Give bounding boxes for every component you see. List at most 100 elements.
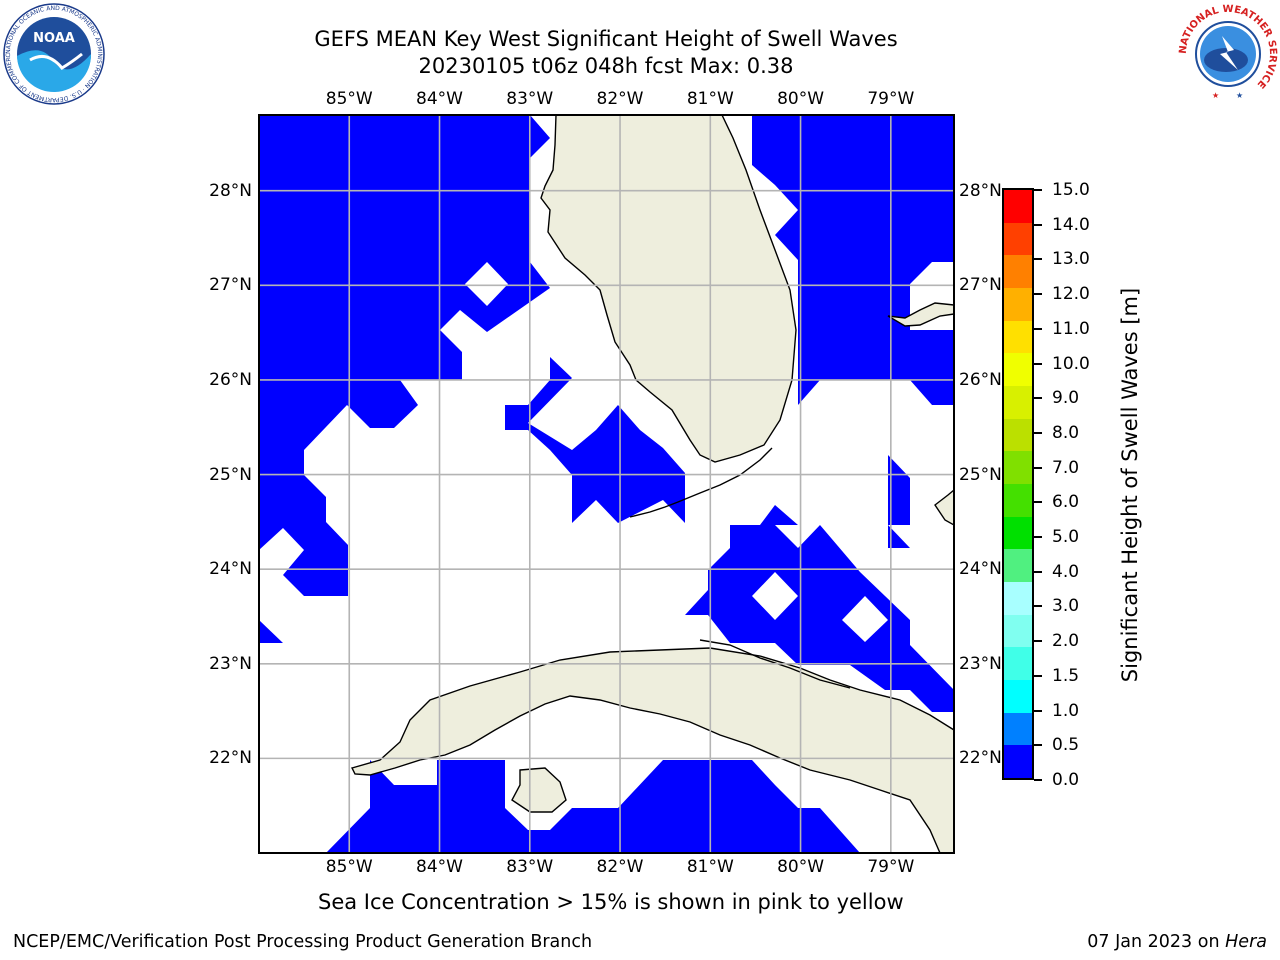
tick-top-label: 80°W	[777, 89, 825, 109]
wave-region	[465, 262, 508, 306]
colorbar-segment	[1004, 647, 1032, 680]
tick-top-label: 83°W	[506, 89, 554, 109]
wave-region	[259, 115, 550, 596]
swell-wave-field	[259, 115, 954, 853]
land-layer	[350, 115, 954, 853]
colorbar-segment	[1004, 614, 1032, 648]
colorbar-segment	[1004, 483, 1032, 517]
colorbar-segment	[1004, 418, 1032, 452]
wave-region	[685, 505, 954, 712]
tick-top-label: 81°W	[686, 89, 734, 109]
colorbar-segment	[1004, 549, 1032, 582]
tick-left-label: 25°N	[209, 464, 252, 485]
colorbar-tick-label: 1.0	[1052, 700, 1080, 721]
colorbar-tick-label: 6.0	[1052, 492, 1080, 513]
colorbar-tick-mark	[1034, 501, 1042, 504]
colorbar-tick-label: 10.0	[1052, 353, 1090, 374]
colorbar-tick-mark	[1034, 258, 1042, 261]
colorbar-tick-mark	[1034, 570, 1042, 573]
colorbar-tick-label: 13.0	[1052, 249, 1090, 270]
tick-top-label: 82°W	[596, 89, 644, 109]
colorbar-tick-mark	[1034, 293, 1042, 296]
colorbar-tick-mark	[1034, 744, 1042, 747]
colorbar-tick-mark	[1034, 466, 1042, 469]
tick-left-label: 28°N	[209, 180, 252, 201]
svg-text:★: ★	[1236, 91, 1243, 100]
tick-top-label: 84°W	[416, 89, 463, 109]
colorbar-segment	[1004, 189, 1032, 223]
tick-bottom-label: 85°W	[325, 857, 373, 877]
colorbar-tick-label: 12.0	[1052, 284, 1090, 305]
colorbar-tick-mark	[1034, 431, 1042, 434]
noaa-logo-text: NOAA	[33, 31, 75, 46]
colorbar-tick-label: 15.0	[1052, 180, 1090, 200]
colorbar-segment	[1004, 516, 1032, 550]
colorbar-tick-mark	[1034, 189, 1042, 191]
colorbar-tick-label: 7.0	[1052, 457, 1080, 478]
colorbar-tick-mark	[1034, 397, 1042, 400]
tick-bottom-label: 82°W	[596, 857, 644, 877]
colorbar-tick-label: 0.0	[1052, 770, 1080, 790]
colorbar-label: Significant Height of Swell Waves [m]	[1118, 287, 1142, 683]
tick-left-label: 22°N	[209, 748, 252, 769]
tick-bottom-label: 79°W	[867, 857, 915, 877]
colorbar-tick-mark	[1034, 709, 1042, 712]
colorbar-segment	[1004, 451, 1032, 484]
colorbar-tick-mark	[1034, 674, 1042, 677]
colorbar-segment	[1004, 712, 1032, 746]
grand-bahama	[887, 302, 954, 327]
sea-ice-note: Sea Ice Concentration > 15% is shown in …	[318, 890, 904, 914]
noaa-logo: NATIONAL OCEANIC AND ATMOSPHERIC ADMINIS…	[2, 2, 105, 105]
colorbar-segment	[1004, 255, 1032, 288]
tick-right-label: 24°N	[959, 559, 1002, 580]
colorbar-tick-label: 5.0	[1052, 527, 1080, 548]
tick-left-label: 26°N	[209, 369, 252, 390]
wave-region	[505, 357, 685, 523]
wave-region	[842, 596, 888, 642]
chart-subtitle: 20230105 t06z 048h fcst Max: 0.38	[418, 54, 794, 78]
tick-right-label: 28°N	[959, 180, 1002, 201]
colorbar-tick-label: 9.0	[1052, 388, 1080, 409]
tick-right-label: 27°N	[959, 275, 1002, 296]
tick-top-label: 79°W	[867, 89, 915, 109]
colorbar-tick-label: 1.5	[1052, 665, 1080, 686]
florida-peninsula	[540, 115, 797, 463]
colorbar-segment	[1004, 679, 1032, 713]
florida-keys	[629, 447, 773, 518]
tick-left-label: 27°N	[209, 275, 252, 296]
graticule	[259, 115, 954, 853]
footer-date: 07 Jan 2023 on Hera	[1087, 932, 1267, 952]
cuba	[350, 647, 954, 853]
colorbar-tick-mark	[1034, 362, 1042, 365]
tick-left-label: 23°N	[209, 653, 252, 674]
chart-title: GEFS MEAN Key West Significant Height of…	[314, 27, 898, 51]
colorbar-tick-mark	[1034, 536, 1042, 539]
colorbar	[1002, 188, 1034, 780]
tick-right-label: 22°N	[959, 748, 1002, 769]
isle-of-youth	[511, 767, 567, 813]
colorbar-segment	[1004, 745, 1032, 778]
wave-region	[326, 760, 860, 853]
nws-logo: NATIONAL WEATHER SERVICE ★ ★	[1178, 4, 1278, 104]
svg-text:★: ★	[1212, 91, 1219, 100]
colorbar-tick-mark	[1034, 779, 1042, 781]
colorbar-segment	[1004, 385, 1032, 419]
tick-bottom-label: 84°W	[416, 857, 463, 877]
tick-left-label: 24°N	[209, 559, 252, 580]
colorbar-tick-label: 4.0	[1052, 561, 1080, 582]
colorbar-segment	[1004, 353, 1032, 386]
wave-region	[752, 115, 954, 428]
footer-machine: Hera	[1225, 932, 1267, 952]
colorbar-tick-mark	[1034, 327, 1042, 330]
tick-top-label: 85°W	[325, 89, 373, 109]
andros-island	[934, 489, 954, 526]
colorbar-tick-label: 3.0	[1052, 596, 1080, 617]
colorbar-tick-label: 14.0	[1052, 214, 1090, 235]
map-panel	[258, 114, 955, 854]
colorbar-tick-mark	[1034, 640, 1042, 643]
wave-region	[888, 455, 910, 548]
tick-right-label: 26°N	[959, 369, 1002, 390]
tick-right-label: 25°N	[959, 464, 1002, 485]
colorbar-tick-label: 8.0	[1052, 422, 1080, 443]
colorbar-segment	[1004, 320, 1032, 354]
